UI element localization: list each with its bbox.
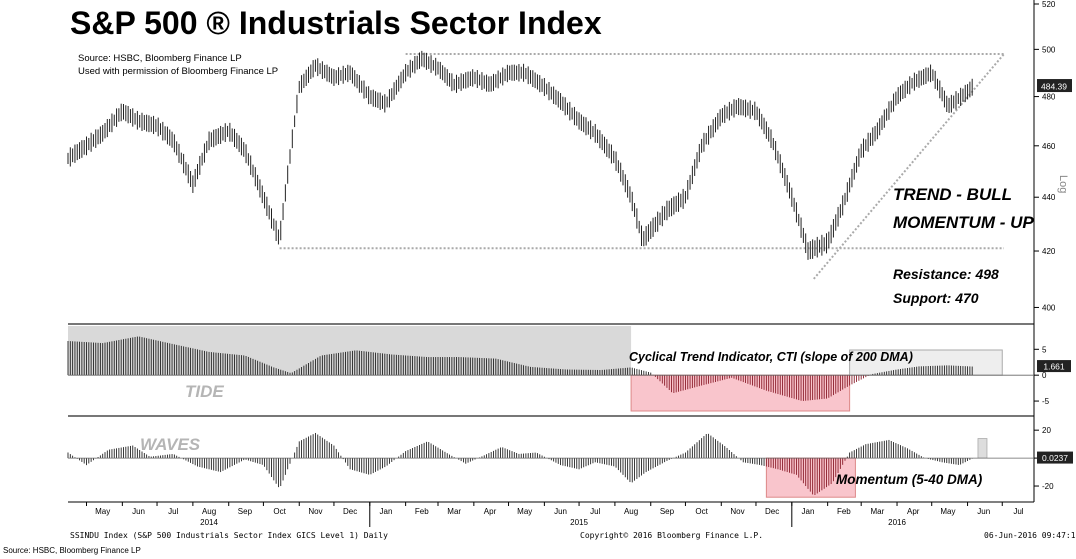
source-line-2: Used with permission of Bloomberg Financ… [78,66,278,77]
xtick-label: May [940,507,955,516]
tide-ytick-label: 0 [1042,371,1047,380]
cti-annotation: Cyclical Trend Indicator, CTI (slope of … [629,350,913,364]
xtick-label: Oct [695,507,708,516]
price-ytick-label: 420 [1042,247,1056,256]
price-ytick-label: 460 [1042,142,1056,151]
xtick-label: Mar [447,507,461,516]
cti-bear-zone [630,374,851,412]
tide-label: TIDE [185,382,224,401]
xtick-label: Mar [870,507,884,516]
price-ytick-label: 520 [1042,0,1056,9]
last-price-box [1037,79,1072,93]
xtick-label: Nov [730,507,744,516]
xtick-label: Jun [132,507,145,516]
year-label: 2016 [888,518,906,527]
xtick-label: Jun [977,507,990,516]
chart-title: S&P 500 ® Industrials Sector Index [70,5,602,41]
price-ytick-label: 400 [1042,303,1056,312]
xtick-label: Jul [168,507,178,516]
xtick-label: Oct [273,507,286,516]
year-label: 2015 [570,518,588,527]
tide-panel [67,326,1034,412]
xtick-label: Dec [343,507,357,516]
waves-ytick-label: 20 [1042,426,1051,435]
price-ytick-label: 440 [1042,193,1056,202]
tide-ytick-label: 5 [1042,345,1047,354]
xtick-label: Dec [765,507,779,516]
xtick-label: Nov [308,507,322,516]
support-annotation: Support: 470 [893,290,979,306]
price-ytick-label: 500 [1042,45,1056,54]
last-wave-box [1037,451,1073,464]
footer-copyright: Copyright© 2016 Bloomberg Finance L.P. [580,531,763,540]
xtick-label: Feb [837,507,851,516]
resistance-annotation: Resistance: 498 [893,266,999,282]
xtick-label: Jan [380,507,393,516]
trend-annotation: TREND - BULL [893,185,1012,204]
momentum-panel-annotation: Momentum (5-40 DMA) [836,472,983,487]
xtick-label: Sep [660,507,675,516]
xtick-label: Feb [415,507,429,516]
waves-label: WAVES [140,435,201,454]
price-ytick-label: 480 [1042,93,1056,102]
xtick-label: May [517,507,532,516]
xtick-label: Jan [802,507,815,516]
xtick-label: Jul [1013,507,1023,516]
footer-timestamp: 06-Jun-2016 09:47:15 [984,531,1076,540]
tide-ytick-label: -5 [1042,397,1050,406]
price-panel [67,50,1005,280]
source-line-1: Source: HSBC, Bloomberg Finance LP [78,53,242,64]
footer-source: Source: HSBC, Bloomberg Finance LP [3,546,141,555]
axis-layer: 484.39 400 420 440 460 480 500 520 -5 0 5 1.661 -20 0… [86,0,1073,527]
last-tide-box [1037,360,1071,373]
xtick-label: Aug [202,507,216,516]
tide-bull-zone [68,326,632,376]
momentum-annotation: MOMENTUM - UP [893,213,1034,232]
xtick-label: Sep [238,507,253,516]
xtick-label: Jul [590,507,600,516]
last-tide-label: 1.661 [1043,362,1065,372]
waves-panel [67,432,1034,498]
log-axis-label: Log [1057,175,1069,193]
momentum-current-box [977,438,988,459]
last-wave-label: 0.0237 [1042,453,1068,463]
xtick-label: Jun [554,507,567,516]
xtick-label: May [95,507,110,516]
last-price-label: 484.39 [1041,82,1067,92]
footer-ticker: SSINDU Index (S&P 500 Industrials Sector… [70,531,388,540]
year-label: 2014 [200,518,218,527]
xtick-label: Apr [907,507,920,516]
xtick-label: Apr [484,507,497,516]
waves-ytick-label: -20 [1042,482,1054,491]
xtick-label: Aug [624,507,638,516]
